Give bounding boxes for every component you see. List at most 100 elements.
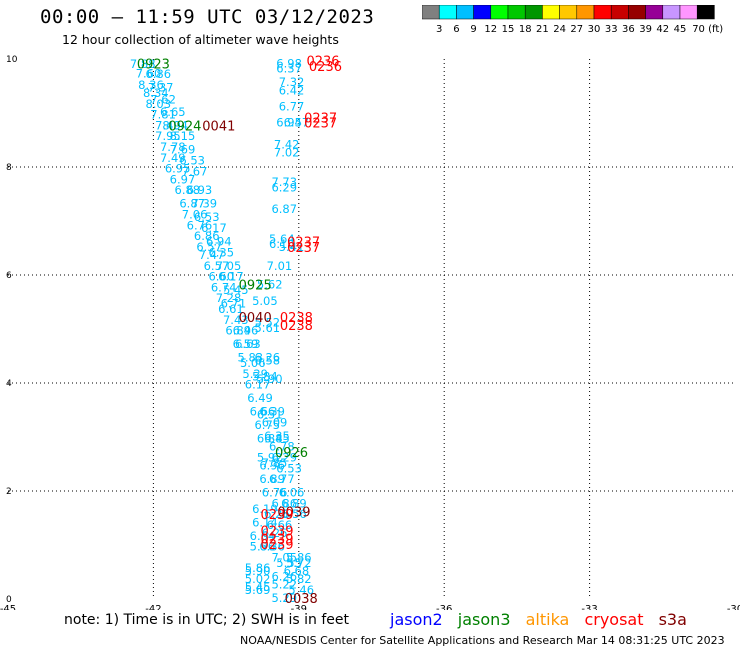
- colorbar-label: 6: [453, 24, 459, 35]
- swh-value-label: 5.90: [257, 372, 283, 386]
- swh-value-label: 5.29: [242, 367, 268, 381]
- colorbar-label: 12: [484, 24, 497, 35]
- legend-cryosat: cryosat: [584, 610, 644, 629]
- swh-value-label: 5.69: [245, 583, 271, 597]
- swh-value-label: 5.62: [257, 278, 283, 292]
- pass-time-label: 0239: [260, 538, 293, 553]
- swh-value-label: 5.64: [269, 232, 295, 246]
- swh-value-label: 6.63: [235, 337, 261, 351]
- x-tick-label: -30: [727, 604, 740, 610]
- swh-value-label: 6.75: [254, 418, 280, 432]
- swh-value-label: 7.39: [191, 197, 217, 211]
- swh-value-label: 6.77: [279, 100, 305, 114]
- swh-value-label: 5.86: [286, 550, 312, 564]
- swh-value-label: 6.59: [233, 337, 259, 351]
- color-scale-bar: 3 6 9 12 15 18 21 24 27 30 33 36 39 42 45 70 (ft): [422, 5, 723, 35]
- swh-value-label: 7.62: [150, 93, 176, 107]
- swh-value-label: 7.01: [267, 259, 293, 273]
- swh-value-label: 6.97: [170, 172, 196, 186]
- swh-value-label: 6.29: [271, 181, 297, 195]
- swh-value-label: 5.84: [252, 370, 278, 384]
- swh-value-label: 5.52: [254, 316, 280, 330]
- legend-jason2: jason2: [390, 610, 443, 629]
- swh-value-label: 6.26: [254, 351, 280, 365]
- pass-time-label: 0237: [304, 117, 337, 132]
- swh-value-label: 5.46: [288, 583, 314, 597]
- swh-value-label: 6.89: [281, 496, 307, 510]
- swh-value-label: 7.32: [279, 75, 305, 89]
- colorbar-label: 24: [553, 24, 566, 35]
- swh-value-label: 5.22: [271, 577, 297, 591]
- swh-value-label: 8.03: [145, 97, 171, 111]
- swh-value-label: 6.53: [179, 154, 205, 168]
- swh-value-label: 5.56: [281, 507, 307, 521]
- colorbar-label: 9: [470, 24, 476, 35]
- colorbar-label: 30: [588, 24, 601, 35]
- swh-value-label: 5.05: [252, 294, 278, 308]
- y-tick-label: 4: [6, 379, 12, 389]
- colorbar-label: 70 (ft): [692, 24, 723, 35]
- swh-value-label: 5.55: [276, 556, 302, 570]
- swh-value-label: 6.60: [208, 270, 234, 284]
- colorbar-label: 15: [502, 24, 515, 35]
- pass-time-label: 0239: [260, 508, 293, 523]
- swh-value-label: 5.45: [245, 580, 271, 594]
- swh-value-label: 6.53: [194, 210, 220, 224]
- colorbar-label: 45: [674, 24, 687, 35]
- y-tick-label: 0: [6, 595, 12, 605]
- swh-value-label: 6.17: [201, 221, 227, 235]
- swh-value-label: 7.69: [170, 143, 196, 157]
- colorbar-swatch: [696, 5, 715, 20]
- colorbar-label: 36: [622, 24, 635, 35]
- swh-value-label: 7.81: [150, 108, 176, 122]
- pass-time-label: 0923: [137, 57, 170, 72]
- swh-value-label: 6.26: [262, 526, 288, 540]
- pass-time-label: 0237: [304, 111, 337, 126]
- swh-value-label: 6.49: [247, 391, 273, 405]
- swh-value-label: 7.95: [155, 129, 181, 143]
- y-tick-label: 6: [6, 271, 12, 281]
- swh-value-label: 6.76: [187, 218, 213, 232]
- swh-value-label: 6.98: [276, 56, 302, 70]
- swh-value-label: 6.46: [233, 324, 259, 338]
- swh-value-label: 6.65: [160, 105, 186, 119]
- chart-title: 00:00 – 11:59 UTC 03/12/2023: [40, 6, 375, 28]
- swh-value-label: 6.47: [284, 116, 310, 130]
- swh-value-label: 7.43: [223, 313, 249, 327]
- x-tick-label: -39: [291, 604, 307, 610]
- swh-value-label: 6.45: [264, 432, 290, 446]
- legend-altika: altika: [525, 610, 570, 629]
- swh-value-label: 5.83: [238, 351, 264, 365]
- swh-value-label: 5.02: [245, 572, 271, 586]
- swh-value-label: 6.87: [179, 197, 205, 211]
- colorbar-label: 21: [536, 24, 549, 35]
- pass-time-label: 0239: [260, 533, 293, 548]
- swh-value-label: 8.04: [162, 118, 188, 132]
- swh-value-label: 6.96: [259, 459, 285, 473]
- swh-value-label: 6.35: [264, 429, 290, 443]
- swh-value-label: 6.77: [269, 472, 295, 486]
- swh-value-label: 6.93: [187, 183, 213, 197]
- swh-value-label: 6.78: [269, 440, 295, 454]
- swh-value-label: 8.15: [170, 129, 196, 143]
- swh-value-label: 6.29: [271, 451, 297, 465]
- swh-value-label: 6.86: [145, 67, 171, 81]
- swh-value-label: 6.14: [252, 515, 278, 529]
- swh-value-label: 6.64: [250, 529, 276, 543]
- pass-time-label: 0239: [260, 524, 293, 539]
- x-tick-label: -42: [145, 604, 161, 610]
- colorbar-label: 39: [639, 24, 652, 35]
- swh-value-label: 7.85: [262, 456, 288, 470]
- swh-value-label: 6.94: [206, 235, 232, 249]
- swh-value-label: 7.37: [148, 81, 174, 95]
- swh-value-label: 6.88: [175, 183, 201, 197]
- swh-value-label: 6.89: [259, 472, 285, 486]
- swh-value-label: 6.09: [262, 415, 288, 429]
- swh-value-label: 7.88: [130, 57, 156, 71]
- colorbar-label: 3: [436, 24, 442, 35]
- footer-note: note: 1) Time is in UTC; 2) SWH is in fe…: [64, 612, 350, 628]
- swh-value-label: 7.49: [155, 118, 181, 132]
- swh-value-label: 5.82: [286, 572, 312, 586]
- swh-value-label: 7.78: [160, 140, 186, 154]
- swh-value-label: 6.95: [165, 162, 191, 176]
